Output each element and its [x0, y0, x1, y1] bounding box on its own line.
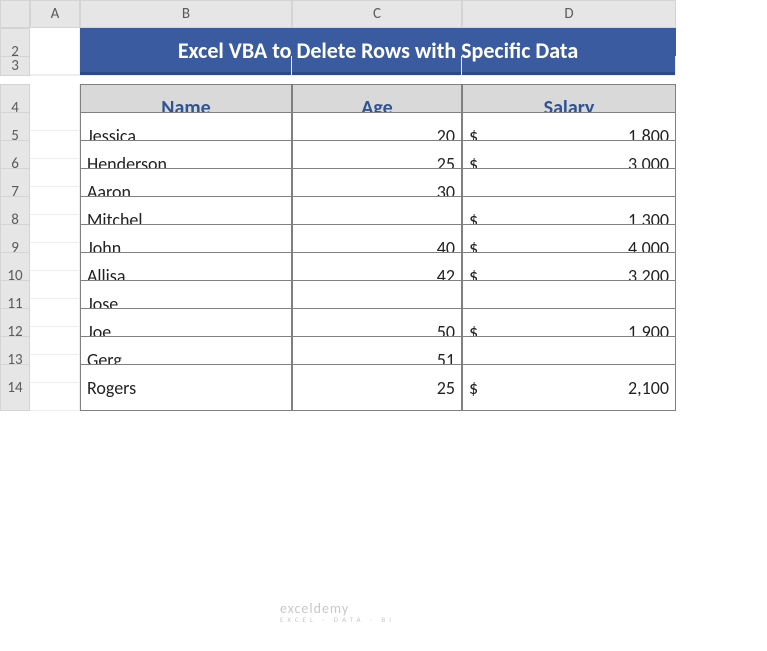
- cell-D3[interactable]: [462, 56, 676, 76]
- row-header-3[interactable]: 3: [0, 56, 30, 76]
- row-header-14[interactable]: 14: [0, 364, 30, 411]
- table-cell-name[interactable]: Rogers: [80, 364, 292, 411]
- cell-B3[interactable]: [80, 56, 292, 76]
- col-header-A[interactable]: A: [30, 0, 80, 28]
- watermark-sub: EXCEL · DATA · BI: [280, 615, 395, 624]
- cell-A3[interactable]: [30, 56, 80, 76]
- table-cell-age[interactable]: 25: [292, 364, 462, 411]
- spreadsheet-grid: A B C D 2 Excel VBA to Delete Rows with …: [0, 0, 767, 392]
- col-header-B[interactable]: B: [80, 0, 292, 28]
- select-all-corner[interactable]: [0, 0, 30, 28]
- watermark-main: exceldemy: [280, 600, 395, 617]
- cell-C3[interactable]: [292, 56, 462, 76]
- table-cell-salary[interactable]: $2,100: [462, 364, 676, 411]
- currency-symbol: $: [469, 377, 478, 399]
- col-header-C[interactable]: C: [292, 0, 462, 28]
- watermark: exceldemy EXCEL · DATA · BI: [280, 600, 395, 624]
- cell-A14[interactable]: [30, 364, 80, 411]
- col-header-D[interactable]: D: [462, 0, 676, 28]
- salary-value: 2,100: [628, 377, 669, 399]
